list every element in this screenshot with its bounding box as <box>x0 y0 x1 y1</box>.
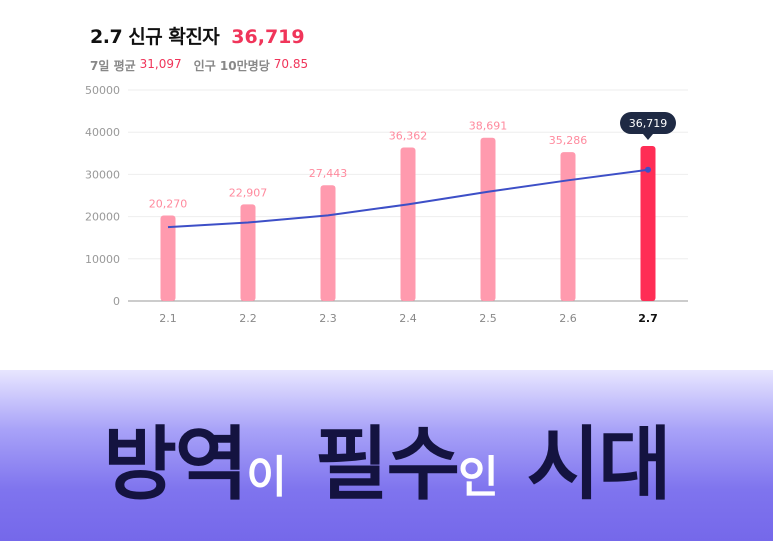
slogan-word-4: 인 <box>458 452 499 503</box>
slogan-word-2: 이 <box>246 452 287 503</box>
tooltip-bubble <box>620 112 676 135</box>
x-tick-label: 2.7 <box>638 312 658 325</box>
bar <box>560 152 576 301</box>
x-tick-label: 2.5 <box>479 312 497 325</box>
bar <box>400 147 416 301</box>
slogan-banner <box>0 370 773 541</box>
bar-chart: 50000 40000 30000 20000 10000 0 20,270 2.1 22,90… <box>85 84 688 325</box>
chart-header: 2.7 신규 확진자 36,719 7일 평균 31,097 인구 10만명당 … <box>90 22 316 74</box>
average-line-end-point <box>645 166 651 173</box>
tooltip-value: 36,719 <box>629 117 668 130</box>
tooltip-pointer <box>643 134 653 141</box>
y-tick-label: 20000 <box>85 211 120 224</box>
bar-value-label: 22,907 <box>229 186 268 199</box>
bar-value-label: 35,286 <box>549 134 588 147</box>
y-tick-label: 10000 <box>85 253 120 266</box>
per-100k-value: 70.85 <box>273 57 309 71</box>
y-tick-label: 50000 <box>85 84 120 97</box>
today-cases-value: 36,719 <box>231 26 305 48</box>
bar <box>160 215 176 301</box>
bar <box>480 137 496 301</box>
bar <box>240 204 256 301</box>
y-tick-label: 30000 <box>85 168 120 181</box>
bar-value-label: 38,691 <box>469 120 508 133</box>
bar-value-label: 27,443 <box>309 167 348 180</box>
title-row: 2.7 신규 확진자 36,719 <box>90 22 316 49</box>
per-100k-label: 인구 10만명당 <box>193 59 270 73</box>
x-tick-label: 2.6 <box>559 312 577 325</box>
slogan-word-5: 시대 <box>526 418 672 511</box>
bar <box>640 146 656 301</box>
weekly-average-label: 7일 평균 <box>90 59 136 73</box>
bar-value-label: 20,270 <box>149 197 188 210</box>
y-tick-label: 40000 <box>85 126 120 139</box>
bar-value-label: 36,362 <box>389 130 428 143</box>
y-tick-label: 0 <box>113 295 120 308</box>
x-tick-label: 2.3 <box>319 312 337 325</box>
average-line <box>167 168 649 229</box>
x-tick-label: 2.4 <box>399 312 417 325</box>
x-tick-label: 2.1 <box>159 312 177 325</box>
x-tick-label: 2.2 <box>239 312 257 325</box>
slogan-text: 방역이 필수인 시대 <box>0 400 773 516</box>
subtitle-row: 7일 평균 31,097 인구 10만명당 70.85 <box>90 57 316 74</box>
weekly-average-value: 31,097 <box>139 57 182 71</box>
chart-title: 2.7 신규 확진자 <box>90 26 220 48</box>
slogan-word-3: 필수 <box>314 418 460 511</box>
slogan-word-1: 방역 <box>103 418 248 511</box>
bar <box>320 185 336 301</box>
